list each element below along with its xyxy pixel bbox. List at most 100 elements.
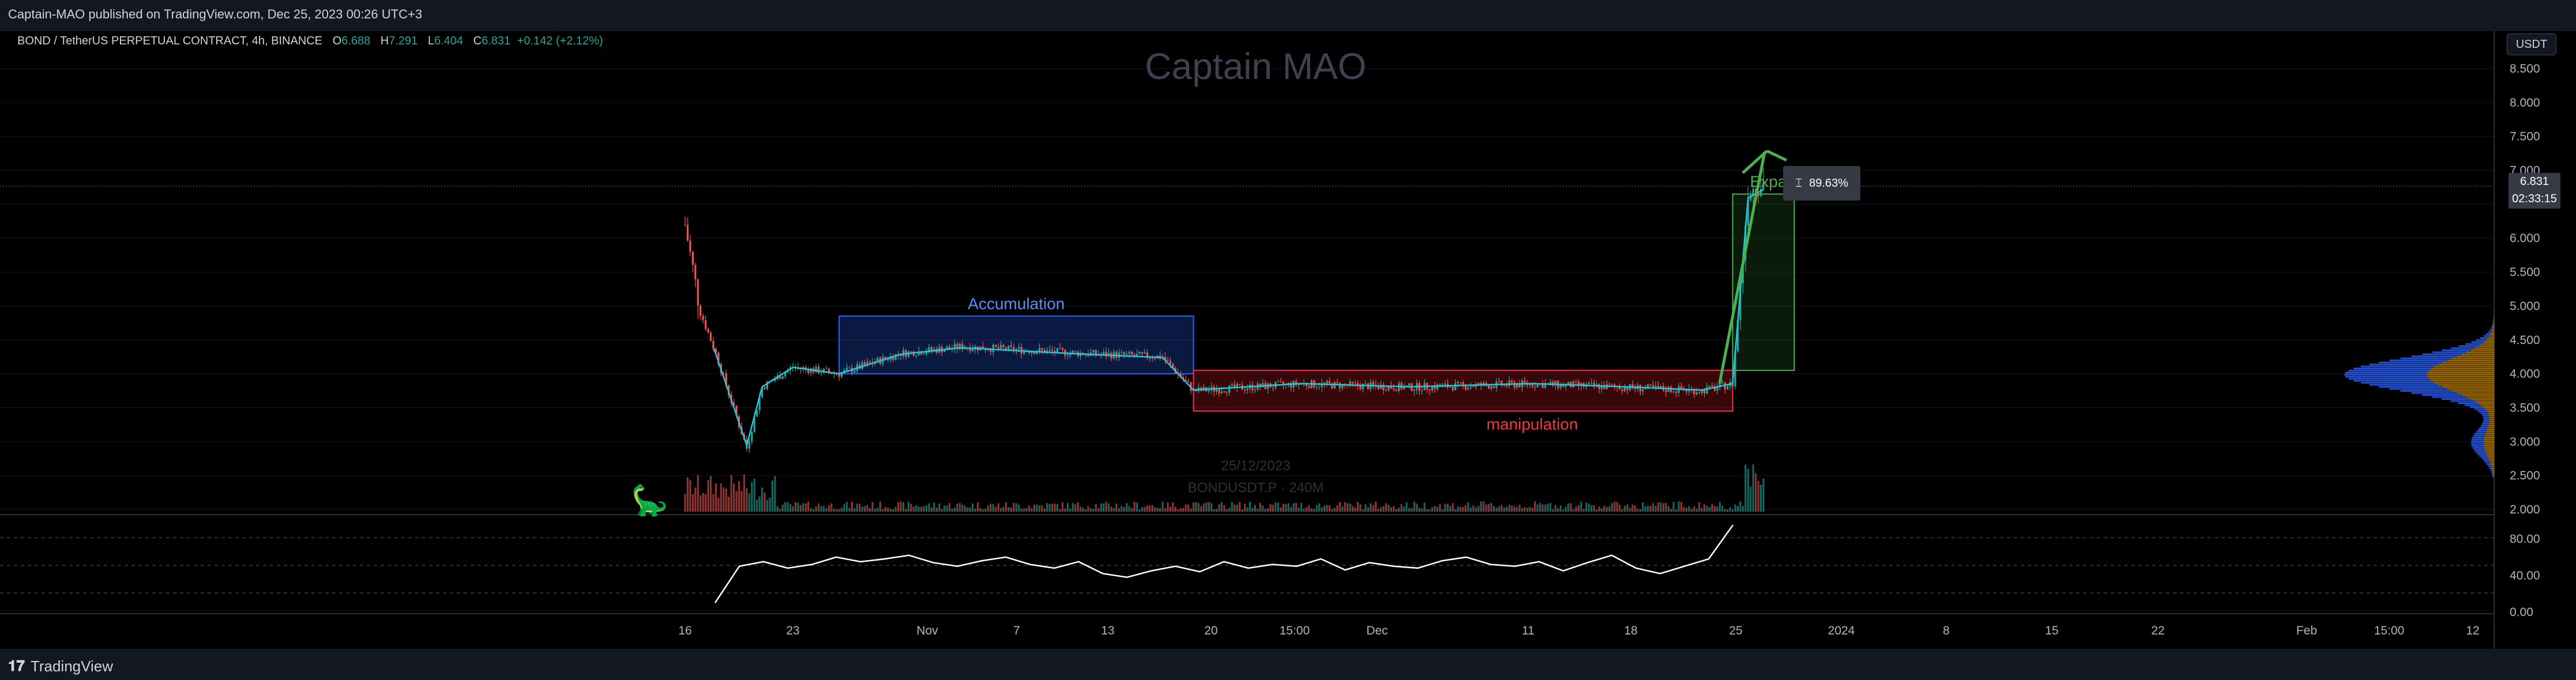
volume-bar bbox=[684, 494, 686, 512]
volume-profile-row-up bbox=[2482, 422, 2489, 425]
volume-profile-row-down bbox=[2431, 380, 2494, 382]
volume-bar bbox=[1747, 469, 1749, 512]
volume-bar bbox=[1018, 504, 1020, 512]
candle-body bbox=[1654, 386, 1657, 387]
volume-bar bbox=[1156, 508, 1159, 512]
candle-body bbox=[689, 240, 691, 252]
candle-body bbox=[1144, 352, 1146, 354]
volume-bar bbox=[1541, 504, 1544, 512]
candle-body bbox=[1338, 383, 1341, 388]
expansion-arrow[interactable] bbox=[1718, 149, 1788, 384]
volume-profile-row-up bbox=[2480, 412, 2488, 414]
price-axis-labels[interactable]: 8.5008.0007.5007.0006.5006.0005.5005.000… bbox=[2510, 62, 2540, 516]
volume-bar bbox=[686, 477, 689, 512]
volume-bar bbox=[1750, 486, 1752, 512]
candle-body bbox=[1341, 384, 1344, 388]
volume-profile-row-up bbox=[2492, 473, 2494, 475]
tradingview-logo[interactable]: 𝟏𝟕 TradingView bbox=[8, 657, 113, 675]
volume-profile-row-up bbox=[2422, 394, 2462, 396]
volume-bar bbox=[1225, 509, 1228, 512]
volume-profile-row-down bbox=[2484, 443, 2494, 445]
candle-body bbox=[1759, 188, 1762, 197]
volume-profile-row-up bbox=[2483, 420, 2489, 422]
volume-bar bbox=[1462, 507, 1464, 512]
volume-profile-row-down bbox=[2491, 465, 2494, 467]
volume-bar bbox=[1151, 505, 1153, 512]
volume-bar bbox=[941, 509, 943, 512]
volume-bar bbox=[817, 503, 820, 512]
volume-bar bbox=[897, 502, 900, 512]
time-tick-label: 8 bbox=[1943, 624, 1950, 637]
volume-bar bbox=[1480, 501, 1482, 512]
volume-bar bbox=[1428, 509, 1431, 512]
volume-bar bbox=[1379, 507, 1382, 512]
candle-body bbox=[933, 349, 935, 350]
measure-tag[interactable]: ⌶ 89.63% bbox=[1783, 166, 1860, 201]
dinosaur-icon[interactable]: 🦕 bbox=[631, 484, 668, 517]
currency-button[interactable]: USDT bbox=[2507, 33, 2556, 55]
candle-body bbox=[1485, 383, 1487, 386]
volume-bar bbox=[1197, 503, 1200, 512]
candle-body bbox=[1092, 350, 1095, 353]
candle-body bbox=[751, 432, 753, 441]
candle-body bbox=[1146, 352, 1149, 358]
volume-profile-row-down bbox=[2488, 414, 2494, 417]
annotation-label: manipulation bbox=[1487, 415, 1578, 433]
volume-bar bbox=[691, 494, 694, 512]
rsi-axis-labels[interactable]: 80.00 40.00 0.00 bbox=[2510, 532, 2540, 619]
candle-body bbox=[1390, 386, 1393, 388]
volume-profile-row-down bbox=[2438, 384, 2494, 386]
volume-bar bbox=[1126, 503, 1128, 512]
volume-bar bbox=[1590, 505, 1593, 512]
time-axis-labels[interactable]: 16 23 Nov 7 13 20 15:00 Dec 11 18 25 2024 8 15 22 Feb 15… bbox=[678, 624, 2479, 637]
price-tick-label: 2.500 bbox=[2510, 469, 2540, 482]
volume-bar bbox=[1264, 509, 1266, 512]
candle-body bbox=[1477, 383, 1480, 384]
rsi-tick-label: 80.00 bbox=[2510, 532, 2540, 546]
volume-bar bbox=[1495, 508, 1498, 512]
volume-bar bbox=[917, 507, 920, 512]
volume-profile-row-up bbox=[2472, 447, 2485, 449]
candle-body bbox=[928, 347, 930, 353]
volume-bar bbox=[1444, 504, 1446, 512]
volume-bar bbox=[1436, 507, 1439, 512]
candle-body bbox=[840, 372, 843, 377]
candle-body bbox=[1138, 352, 1141, 354]
candle-body bbox=[1184, 379, 1187, 381]
volume-profile-row-up bbox=[2481, 457, 2488, 459]
candle-body bbox=[1701, 389, 1703, 394]
volume-bar bbox=[1257, 508, 1259, 512]
volume-bar bbox=[1061, 502, 1064, 512]
volume-bar bbox=[935, 507, 938, 512]
volume-profile-row-down bbox=[2431, 368, 2494, 370]
time-tick-label: 15:00 bbox=[2374, 624, 2405, 637]
volume-bar bbox=[1685, 508, 1688, 512]
volume-bar bbox=[1110, 507, 1112, 512]
price-tick-label: 5.500 bbox=[2510, 266, 2540, 279]
volume-bar bbox=[1695, 508, 1698, 512]
time-tick-label: 7 bbox=[1013, 624, 1020, 637]
volume-profile-row-up bbox=[2477, 453, 2487, 455]
candle-body bbox=[992, 345, 994, 352]
volume-bar bbox=[1328, 505, 1331, 512]
volume-profile-row-up bbox=[2492, 324, 2494, 327]
candle-body bbox=[969, 347, 971, 352]
volume-profile-row-up bbox=[2411, 355, 2457, 357]
volume-profile-row-up bbox=[2450, 347, 2475, 349]
volume-bar bbox=[1727, 509, 1729, 512]
volume-bar bbox=[738, 481, 740, 512]
volume-profile-row-down bbox=[2461, 353, 2494, 356]
candle-body bbox=[838, 374, 840, 377]
candle-body bbox=[1598, 384, 1600, 390]
candle-body bbox=[1071, 350, 1074, 353]
candle-body bbox=[1208, 390, 1210, 391]
volume-bar bbox=[928, 503, 930, 512]
candle-body bbox=[1744, 225, 1747, 260]
volume-bar bbox=[836, 509, 838, 512]
volume-profile-row-down bbox=[2485, 408, 2494, 410]
volume-profile-row-down bbox=[2442, 386, 2494, 388]
volume-profile-row-up bbox=[2477, 428, 2487, 430]
volume-profile-row-down bbox=[2484, 447, 2494, 449]
volume-bar bbox=[1254, 505, 1257, 512]
